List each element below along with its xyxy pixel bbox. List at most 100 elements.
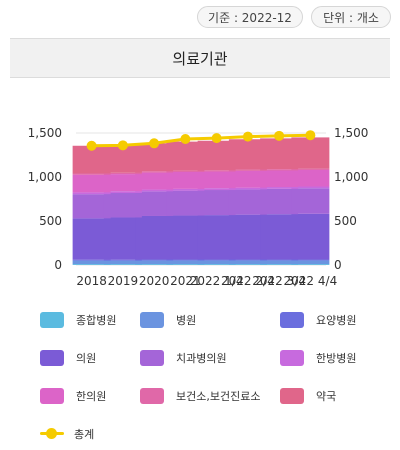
bar-segment: [135, 260, 174, 265]
bar-segment: [197, 260, 236, 265]
y2-axis-tick-label: 1,000: [334, 170, 368, 184]
legend-label: 병원: [176, 314, 197, 327]
bar-segment: [72, 264, 111, 265]
legend-swatch: [140, 350, 164, 366]
bar-segment: [197, 259, 236, 261]
bar-segment: [72, 259, 111, 261]
legend-line-marker: [40, 426, 64, 442]
total-point: [211, 133, 222, 144]
legend-swatch: [40, 350, 64, 366]
bar-segment: [228, 170, 267, 188]
bar-segment: [103, 264, 142, 265]
legend-swatch: [280, 312, 304, 328]
bar-segment: [228, 264, 267, 265]
legend-label: 요양병원: [316, 314, 357, 327]
legend-item[interactable]: 한의원: [40, 386, 106, 406]
bar-segment: [291, 137, 330, 169]
legend-label: 한의원: [76, 390, 107, 403]
x-axis-tick-label: 2021: [170, 274, 201, 288]
bar-segment: [291, 188, 330, 214]
total-line: [91, 133, 311, 148]
bar-segment: [166, 170, 205, 172]
bar-segment: [260, 260, 299, 265]
legend-item[interactable]: 치과병의원: [140, 348, 227, 368]
bar-segment: [197, 171, 236, 189]
bar-segment: [260, 169, 299, 171]
legend-swatch: [280, 388, 304, 404]
bar-segment: [72, 174, 111, 193]
bar-segment: [228, 259, 267, 261]
bar-segment: [260, 170, 299, 188]
bar-segment: [197, 170, 236, 172]
bar-segment: [72, 192, 111, 195]
x-axis-tick-label: 2018: [76, 274, 107, 288]
legend-item[interactable]: 의원: [40, 348, 96, 368]
bar-segment: [135, 259, 174, 261]
total-point: [242, 131, 253, 142]
bar-segment: [72, 260, 111, 265]
total-point: [180, 133, 191, 144]
unit-badge: 단위 : 개소: [311, 6, 391, 28]
bar-segment: [228, 169, 267, 171]
bar-segment: [103, 259, 142, 261]
legend-swatch: [280, 350, 304, 366]
legend-swatch: [40, 312, 64, 328]
legend-label: 종합병원: [76, 314, 117, 327]
bar-segment: [291, 213, 330, 260]
bar-segment: [166, 260, 205, 265]
bar-segment: [260, 187, 299, 189]
x-axis-tick-label: 2022 1/4: [190, 274, 244, 288]
bar-segment: [166, 264, 205, 265]
bar-segment: [260, 259, 299, 261]
legend-item[interactable]: 요양병원: [280, 310, 356, 330]
x-axis-tick-label: 2019: [108, 274, 139, 288]
legend-label: 의원: [76, 352, 97, 365]
bar-segment: [291, 260, 330, 265]
legend-swatch: [140, 388, 164, 404]
bar-segment: [228, 187, 267, 190]
legend-label: 한방병원: [316, 352, 357, 365]
legend-item[interactable]: 보건소,보건진료소: [140, 386, 260, 406]
legend-swatch: [140, 312, 164, 328]
bar-segment: [291, 264, 330, 265]
y-axis-tick-label: 1,000: [28, 170, 62, 184]
total-point: [149, 138, 160, 149]
bar-segment: [197, 264, 236, 265]
total-point: [117, 140, 128, 151]
legend-label: 치과병의원: [176, 352, 227, 365]
legend-item[interactable]: 병원: [140, 310, 196, 330]
y2-axis-tick-label: 0: [334, 258, 342, 272]
x-axis-tick-label: 2022 4/4: [284, 274, 338, 288]
y2-axis-tick-label: 500: [334, 214, 357, 228]
x-axis-tick-label: 2022 2/4: [221, 274, 275, 288]
bar-segment: [135, 264, 174, 265]
stacked-bar-chart: 0 0 500 500 1,000 1,000 1,500 1,500 2018 2019 2020…: [28, 126, 369, 288]
y-axis-tick-label: 1,500: [28, 126, 62, 140]
legend-item[interactable]: 한방병원: [280, 348, 356, 368]
bar-segment: [166, 188, 205, 191]
legend-label: 총계: [74, 428, 95, 441]
legend-item[interactable]: 종합병원: [40, 310, 116, 330]
x-axis-tick-label: 2022 3/4: [252, 274, 306, 288]
bar-segment: [135, 171, 174, 173]
bar-segment: [166, 259, 205, 261]
y2-axis-tick-label: 1,500: [334, 126, 368, 140]
legend-swatch: [40, 388, 64, 404]
bar-segment: [103, 260, 142, 265]
legend-item[interactable]: 약국: [280, 386, 336, 406]
bar-segment: [260, 264, 299, 265]
bar-segment: [228, 260, 267, 265]
bar-segment: [197, 188, 236, 191]
total-point: [274, 130, 285, 141]
bar-segment: [103, 172, 142, 175]
base-date-badge: 기준 : 2022-12: [197, 6, 303, 28]
bar-segment: [135, 172, 174, 190]
chart-title: 의료기관: [10, 38, 390, 78]
bar-segment: [291, 169, 330, 187]
legend-item[interactable]: 총계: [40, 424, 94, 444]
bar-segment: [103, 191, 142, 194]
bar-segment: [291, 259, 330, 261]
x-axis-tick-label: 2020: [139, 274, 170, 288]
total-point: [305, 130, 316, 141]
